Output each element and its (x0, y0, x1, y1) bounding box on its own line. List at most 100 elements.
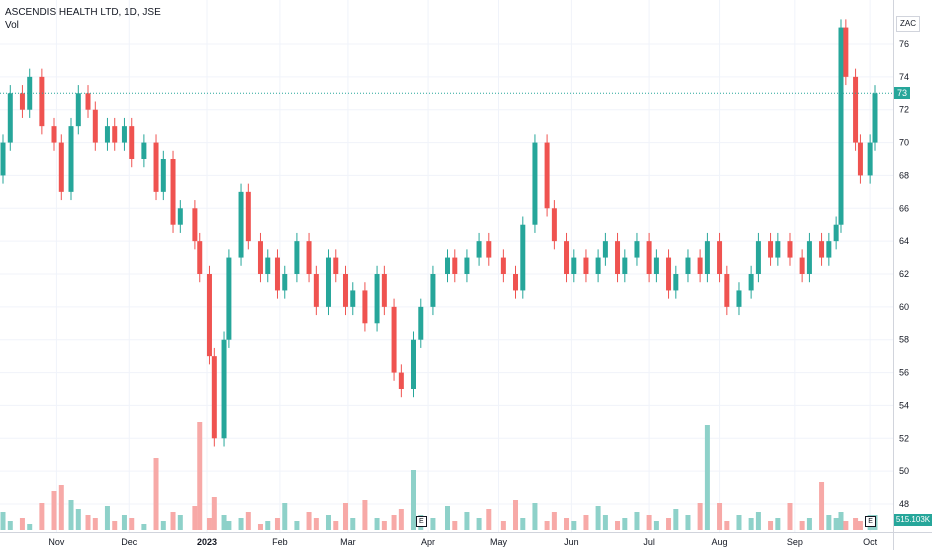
candle-body (0, 142, 6, 176)
currency-label[interactable]: ZAC (896, 16, 920, 32)
volume-bar (177, 515, 183, 530)
candle-body (325, 257, 331, 307)
volume-bar (833, 518, 839, 530)
volume-bar (58, 485, 64, 530)
volume-bar (634, 512, 640, 530)
candle-body (872, 93, 878, 143)
volume-bar (129, 518, 135, 530)
candle-body (564, 241, 570, 274)
volume-bar (68, 500, 74, 530)
volume-bar (666, 518, 672, 530)
volume-bar (238, 518, 244, 530)
legend-volume-label: Vol (5, 20, 19, 31)
candle-body (221, 339, 227, 439)
y-tick-label: 68 (899, 170, 909, 180)
candle-body (430, 274, 436, 307)
volume-bar (313, 518, 319, 530)
volume-bar (206, 518, 212, 530)
candle-body (39, 76, 45, 127)
volume-bar (121, 515, 127, 530)
candle-body (838, 27, 844, 225)
candle-body (775, 241, 781, 258)
candle-body (177, 208, 183, 225)
x-tick-label: Jul (643, 537, 655, 547)
chart-legend: ASCENDIS HEALTH LTD, 1D, JSE Vol (5, 6, 161, 32)
volume-bar (160, 521, 166, 530)
volume-bar (806, 518, 812, 530)
volume-bar (799, 521, 805, 530)
volume-bar (704, 425, 710, 530)
volume-bar (197, 422, 203, 530)
y-tick-label: 64 (899, 236, 909, 246)
candle-body (653, 257, 659, 274)
volume-bar (245, 512, 251, 530)
volume-bar (717, 503, 723, 530)
candle-body (500, 257, 506, 274)
volume-bar (520, 518, 526, 530)
candle-body (257, 241, 263, 274)
candle-body (274, 257, 280, 291)
volume-bar (85, 515, 91, 530)
candle-body (333, 257, 339, 274)
volume-bar (153, 458, 159, 530)
candle-body (226, 257, 232, 340)
candle-body (398, 372, 404, 389)
earnings-marker[interactable]: E (415, 516, 427, 527)
volume-bar (39, 503, 45, 530)
candle-body (112, 126, 118, 143)
volume-bar (464, 512, 470, 530)
volume-bar (768, 521, 774, 530)
volume-bar (381, 521, 387, 530)
volume-bar (500, 521, 506, 530)
volume-bar (342, 503, 348, 530)
volume-bar (843, 521, 849, 530)
candle-body (513, 274, 519, 291)
candle-body (826, 241, 832, 258)
x-tick-label: Nov (48, 537, 65, 547)
candle-body (391, 306, 397, 373)
candle-body (85, 93, 91, 110)
candle-body (833, 224, 839, 242)
volume-bar (622, 518, 628, 530)
candle-body (520, 224, 526, 291)
volume-bar (374, 518, 380, 530)
volume-bar (430, 518, 436, 530)
candle-body (75, 93, 81, 127)
candle-body (666, 257, 672, 291)
earnings-marker[interactable]: E (865, 516, 877, 527)
legend-symbol: ASCENDIS HEALTH LTD, 1D, JSE (5, 7, 161, 18)
x-tick-label: 2023 (197, 537, 217, 547)
candle-body (141, 142, 147, 159)
volume-bar (350, 518, 356, 530)
y-tick-label: 70 (899, 138, 909, 148)
candle-body (153, 142, 159, 192)
candle-body (736, 290, 742, 307)
volume-bar (221, 515, 227, 530)
volume-bar (27, 524, 33, 530)
candle-body (313, 274, 319, 307)
candle-body (211, 356, 217, 439)
candle-body (464, 257, 470, 274)
x-tick-label: Mar (340, 537, 356, 547)
candle-body (622, 257, 628, 274)
candle-body (476, 241, 482, 258)
candle-body (717, 241, 723, 274)
volume-bar (445, 506, 451, 530)
candle-body (104, 126, 110, 143)
y-tick-label: 76 (899, 39, 909, 49)
volume-bar (673, 509, 679, 530)
y-tick-label: 58 (899, 335, 909, 345)
volume-bar (211, 497, 217, 530)
volume-bar (257, 524, 263, 530)
volume-bar (583, 515, 589, 530)
volume-bar (282, 503, 288, 530)
candle-body (806, 241, 812, 274)
candle-body (583, 257, 589, 274)
y-tick-label: 62 (899, 269, 909, 279)
candle-body (160, 159, 166, 192)
candle-body (197, 241, 203, 274)
candle-body (282, 274, 288, 291)
volume-value-tag: 515.103K (894, 514, 932, 526)
candle-body (704, 241, 710, 274)
